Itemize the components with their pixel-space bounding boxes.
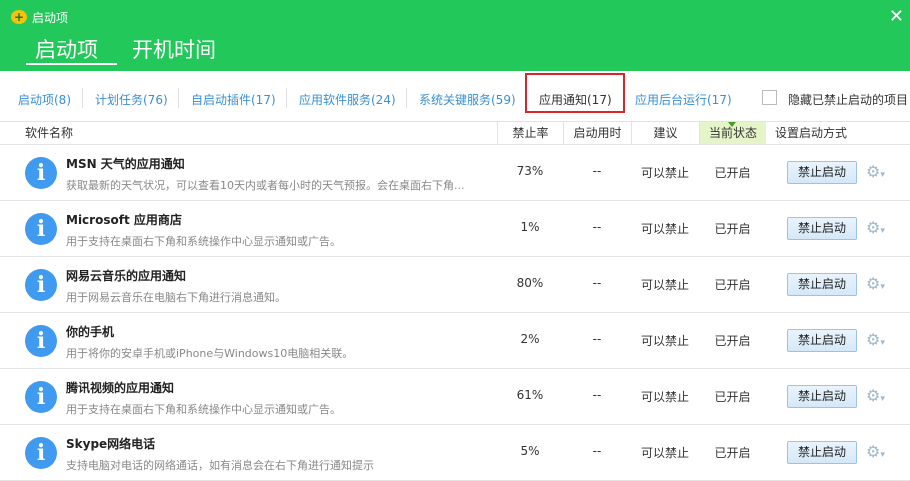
disable-rate: 2% [520, 332, 540, 346]
info-icon: i [25, 325, 57, 357]
hide-disabled-checkbox[interactable] [762, 90, 777, 105]
item-name: 网易云音乐的应用通知 [66, 269, 187, 283]
advice: 可以禁止 [640, 222, 689, 236]
col-time[interactable]: 启动用时 [563, 122, 631, 144]
highlight-box [525, 73, 625, 113]
main-tab-boot-time[interactable]: 开机时间 [132, 38, 216, 62]
advice: 可以禁止 [640, 166, 689, 180]
disable-startup-button[interactable]: 禁止启动 [787, 441, 857, 464]
info-icon: i [25, 381, 57, 413]
item-name: Microsoft 应用商店 [66, 213, 182, 227]
startup-time: -- [592, 164, 602, 178]
col-rate[interactable]: 禁止率 [497, 122, 563, 144]
table-row: i 网易云音乐的应用通知 用于网易云音乐在电脑右下角进行消息通知。 80% --… [0, 257, 910, 313]
subtab-startup[interactable]: 启动项(8) [18, 93, 71, 107]
table-row: i Skype网络电话 支持电脑对电话的网络通话，如有消息会在右下角进行通知提示… [0, 425, 910, 481]
table-row: i MSN 天气的应用通知 获取最新的天气状况，可以查看10天内或者每小时的天气… [0, 145, 910, 201]
startup-time: -- [592, 444, 602, 458]
table-row: i 腾讯视频的应用通知 用于支持在桌面右下角和系统操作中心显示通知或广告。 61… [0, 369, 910, 425]
item-description: 支持电脑对电话的网络通话，如有消息会在右下角进行通知提示 [66, 459, 374, 472]
gear-dropdown-icon[interactable]: ⚙▾ [866, 274, 885, 293]
advice: 可以禁止 [640, 446, 689, 460]
col-state[interactable]: 当前状态 [699, 122, 766, 144]
disable-rate: 73% [516, 164, 544, 178]
current-state: 已开启 [714, 334, 751, 348]
info-icon: i [25, 157, 57, 189]
column-header: 软件名称 禁止率 启动用时 建议 当前状态 设置启动方式 [0, 122, 910, 145]
item-name: 腾讯视频的应用通知 [66, 381, 175, 395]
disable-rate: 1% [520, 220, 540, 234]
advice: 可以禁止 [640, 390, 689, 404]
col-name[interactable]: 软件名称 [25, 126, 74, 140]
gear-dropdown-icon[interactable]: ⚙▾ [866, 386, 885, 405]
table-row: i Microsoft 应用商店 用于支持在桌面右下角和系统操作中心显示通知或广… [0, 201, 910, 257]
app-logo-icon: + [11, 10, 27, 24]
startup-time: -- [592, 220, 602, 234]
disable-startup-button[interactable]: 禁止启动 [787, 161, 857, 184]
divider [82, 88, 83, 108]
col-action: 设置启动方式 [774, 126, 847, 140]
subtab-background-apps[interactable]: 应用后台运行(17) [635, 93, 732, 107]
current-state: 已开启 [714, 166, 751, 180]
item-description: 用于支持在桌面右下角和系统操作中心显示通知或广告。 [66, 235, 341, 248]
header: + 启动项 ✕ 启动项 开机时间 [0, 0, 910, 71]
info-icon: i [25, 213, 57, 245]
subtab-app-services[interactable]: 应用软件服务(24) [299, 93, 396, 107]
subtab-system-services[interactable]: 系统关键服务(59) [419, 93, 516, 107]
window-title: 启动项 [32, 11, 69, 25]
item-description: 用于网易云音乐在电脑右下角进行消息通知。 [66, 291, 286, 304]
hide-disabled-label[interactable]: 隐藏已禁止启动的项目 [788, 93, 909, 107]
subtab-app-notifications[interactable]: 应用通知(17) [539, 93, 612, 107]
item-name: Skype网络电话 [66, 437, 156, 451]
sort-indicator-icon [728, 122, 736, 127]
main-tab-startup[interactable]: 启动项 [35, 38, 98, 62]
current-state: 已开启 [714, 390, 751, 404]
item-name: 你的手机 [66, 325, 115, 339]
startup-time: -- [592, 332, 602, 346]
divider [286, 88, 287, 108]
col-advice[interactable]: 建议 [631, 122, 699, 144]
divider [406, 88, 407, 108]
gear-dropdown-icon[interactable]: ⚙▾ [866, 442, 885, 461]
advice: 可以禁止 [640, 278, 689, 292]
advice: 可以禁止 [640, 334, 689, 348]
disable-startup-button[interactable]: 禁止启动 [787, 217, 857, 240]
item-description: 用于将你的安卓手机或iPhone与Windows10电脑相关联。 [66, 347, 354, 360]
disable-startup-button[interactable]: 禁止启动 [787, 273, 857, 296]
disable-rate: 5% [520, 444, 540, 458]
disable-rate: 61% [516, 388, 544, 402]
startup-time: -- [592, 388, 602, 402]
current-state: 已开启 [714, 446, 751, 460]
info-icon: i [25, 269, 57, 301]
active-tab-underline [26, 63, 117, 65]
startup-time: -- [592, 276, 602, 290]
table-row: i 你的手机 用于将你的安卓手机或iPhone与Windows10电脑相关联。 … [0, 313, 910, 369]
close-icon[interactable]: ✕ [888, 6, 904, 27]
item-description: 用于支持在桌面右下角和系统操作中心显示通知或广告。 [66, 403, 341, 416]
gear-dropdown-icon[interactable]: ⚙▾ [866, 330, 885, 349]
divider [178, 88, 179, 108]
gear-dropdown-icon[interactable]: ⚙▾ [866, 162, 885, 181]
gear-dropdown-icon[interactable]: ⚙▾ [866, 218, 885, 237]
subtab-scheduled-tasks[interactable]: 计划任务(76) [95, 93, 168, 107]
info-icon: i [25, 437, 57, 469]
sub-tabs: 启动项(8) 计划任务(76) 自启动插件(17) 应用软件服务(24) 系统关… [0, 71, 910, 122]
disable-startup-button[interactable]: 禁止启动 [787, 385, 857, 408]
disable-rate: 80% [516, 276, 544, 290]
disable-startup-button[interactable]: 禁止启动 [787, 329, 857, 352]
subtab-plugins[interactable]: 自启动插件(17) [191, 93, 276, 107]
current-state: 已开启 [714, 222, 751, 236]
item-description: 获取最新的天气状况，可以查看10天内或者每小时的天气预报。会在桌面右下角... [66, 179, 465, 192]
item-name: MSN 天气的应用通知 [66, 157, 185, 171]
current-state: 已开启 [714, 278, 751, 292]
